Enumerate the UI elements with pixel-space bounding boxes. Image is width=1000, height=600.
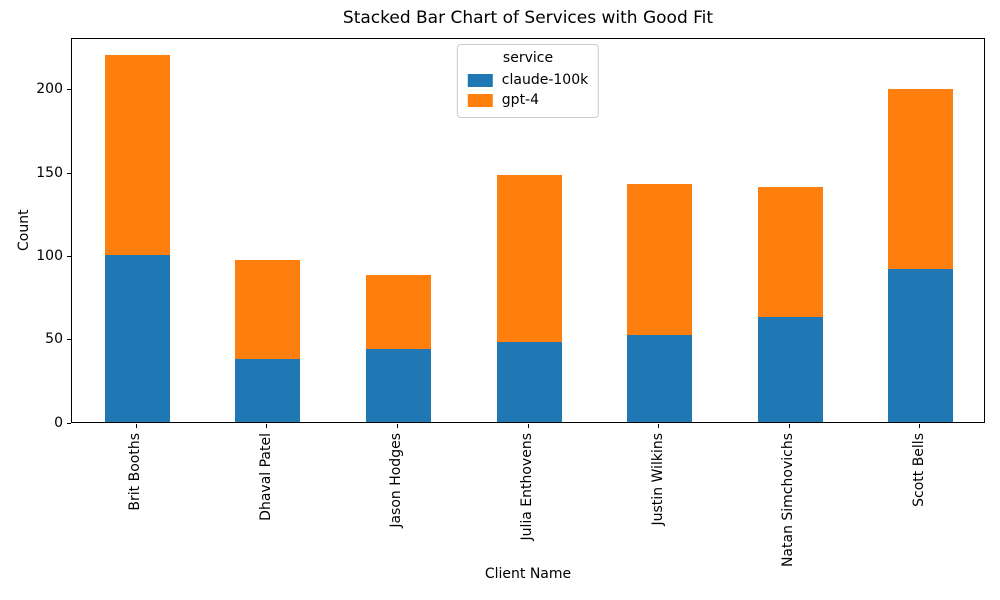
legend-items: claude-100k gpt-4 bbox=[467, 70, 589, 110]
x-tick-label: Scott Bells bbox=[910, 433, 927, 507]
x-tick-label: Dhaval Patel bbox=[257, 433, 274, 521]
x-tick-mark bbox=[527, 424, 529, 428]
bar-segment-gpt-4 bbox=[235, 260, 301, 359]
x-tick-mark bbox=[658, 424, 660, 428]
y-tick-label: 0 bbox=[54, 414, 63, 431]
bar-segment-claude-100k bbox=[627, 335, 693, 422]
y-tick-label: 150 bbox=[36, 164, 63, 181]
x-tick-label: Justin Wilkins bbox=[649, 433, 666, 526]
plot-area: service claude-100k gpt-4 bbox=[71, 38, 985, 423]
bar-segment-gpt-4 bbox=[627, 183, 693, 336]
bar-segment-claude-100k bbox=[757, 317, 823, 422]
legend: service claude-100k gpt-4 bbox=[456, 44, 600, 118]
legend-title: service bbox=[502, 50, 554, 66]
x-tick-label: Julia Enthovens bbox=[519, 433, 535, 541]
legend-swatch-gpt-4 bbox=[467, 93, 493, 107]
bar-segment-claude-100k bbox=[365, 348, 431, 422]
y-tick-mark bbox=[67, 89, 71, 91]
chart-title: Stacked Bar Chart of Services with Good … bbox=[342, 8, 714, 28]
legend-item-gpt-4: gpt-4 bbox=[467, 90, 588, 110]
x-tick-mark bbox=[788, 424, 790, 428]
bar-segment-claude-100k bbox=[888, 268, 954, 422]
x-tick-mark bbox=[135, 424, 137, 428]
x-tick-mark bbox=[919, 424, 921, 428]
x-tick-mark bbox=[396, 424, 398, 428]
x-tick-label: Brit Booths bbox=[127, 433, 144, 511]
y-tick-mark bbox=[67, 422, 71, 424]
legend-item-claude-100k: claude-100k bbox=[467, 70, 589, 90]
y-tick-mark bbox=[67, 339, 71, 341]
x-tick-mark bbox=[266, 424, 268, 428]
legend-label-gpt-4: gpt-4 bbox=[501, 92, 540, 108]
bar-segment-claude-100k bbox=[104, 255, 170, 422]
x-axis-label: Client Name bbox=[484, 566, 572, 582]
y-tick-label: 50 bbox=[45, 331, 63, 348]
x-tick-label: Natan Simchovichs bbox=[780, 433, 797, 568]
bar-segment-gpt-4 bbox=[104, 55, 170, 256]
legend-label-claude-100k: claude-100k bbox=[501, 72, 589, 88]
bar-segment-gpt-4 bbox=[365, 275, 431, 349]
y-tick-mark bbox=[67, 172, 71, 174]
bar-segment-gpt-4 bbox=[757, 187, 823, 317]
y-tick-mark bbox=[67, 255, 71, 257]
bar-segment-gpt-4 bbox=[888, 88, 954, 269]
bar-segment-claude-100k bbox=[235, 358, 301, 422]
y-tick-label: 100 bbox=[36, 247, 63, 264]
bar-segment-claude-100k bbox=[496, 342, 562, 422]
bar-segment-gpt-4 bbox=[496, 175, 562, 342]
y-tick-label: 200 bbox=[36, 81, 63, 98]
x-tick-label: Jason Hodges bbox=[388, 433, 405, 528]
legend-swatch-claude-100k bbox=[467, 73, 493, 87]
